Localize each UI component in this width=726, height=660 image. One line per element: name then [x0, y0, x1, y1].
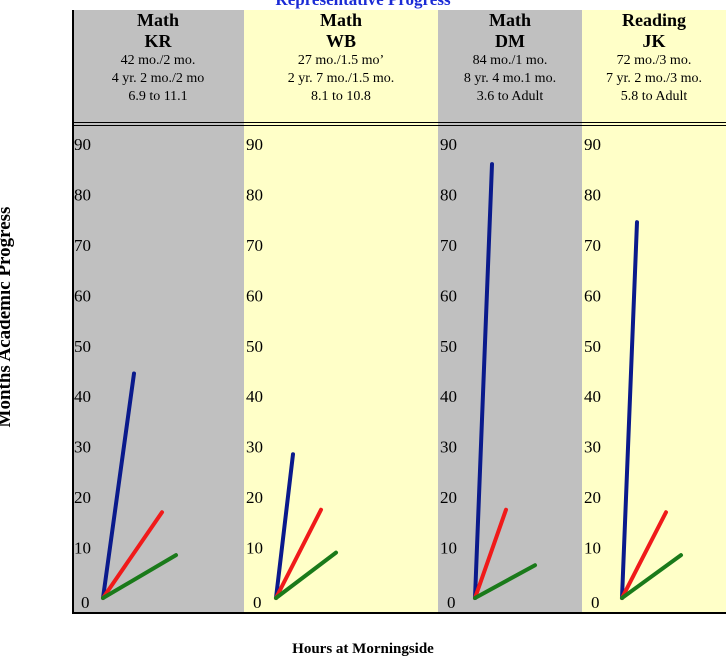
y-tick-label: 30	[74, 438, 91, 457]
panel-subject: Reading	[621, 10, 686, 30]
y-tick-label: 30	[584, 438, 601, 457]
y-tick-label: 20	[584, 488, 601, 507]
y-tick-label: 0	[81, 593, 90, 612]
y-tick-label: 90	[74, 135, 91, 154]
y-tick-label: 0	[253, 593, 262, 612]
y-tick-label: 30	[246, 438, 263, 457]
y-tick-label: 60	[440, 286, 457, 305]
panel-student: WB	[325, 31, 356, 51]
y-tick-label: 60	[74, 286, 91, 305]
series-line	[473, 162, 494, 600]
series-line	[101, 553, 178, 600]
y-tick-label: 40	[74, 387, 91, 406]
panel-student: DM	[495, 31, 525, 51]
panel-student: JK	[642, 31, 666, 51]
series-line	[101, 510, 164, 600]
y-tick-label: 90	[246, 135, 263, 154]
panel-dm: Math DM 84 mo./1 mo. 8 yr. 4 mo.1 mo. 3.…	[438, 10, 582, 614]
y-tick-label: 50	[584, 337, 601, 356]
panel-student: KR	[144, 31, 172, 51]
series-line	[620, 553, 683, 600]
y-tick-label: 90	[440, 135, 457, 154]
y-tick-label: 0	[591, 593, 600, 612]
y-tick-label: 40	[440, 387, 457, 406]
y-tick-label: 10	[440, 539, 457, 558]
panel-line-1: 72 mo./3 mo.	[616, 53, 692, 68]
panel-line-2: 8 yr. 4 mo.1 mo.	[463, 71, 557, 86]
series-line	[274, 507, 323, 600]
y-tick-label: 70	[584, 236, 601, 255]
panel-line-2: 4 yr. 2 mo./2 mo	[111, 71, 205, 86]
series-line	[473, 563, 537, 600]
panel-line-1: 42 mo./2 mo.	[120, 53, 196, 68]
y-tick-label: 30	[440, 438, 457, 457]
panel-line-3: 6.9 to 11.1	[128, 89, 188, 104]
series-line	[274, 550, 338, 600]
y-tick-label: 40	[584, 387, 601, 406]
y-tick-label: 50	[74, 337, 91, 356]
y-tick-label: 10	[584, 539, 601, 558]
y-tick-label: 80	[584, 185, 601, 204]
panel-line-3: 3.6 to Adult	[476, 89, 544, 104]
y-tick-label: 70	[74, 236, 91, 255]
panel-kr: Math KR 42 mo./2 mo. 4 yr. 2 mo./2 mo 6.…	[72, 10, 244, 614]
y-tick-label: 20	[246, 488, 263, 507]
y-tick-label: 40	[246, 387, 263, 406]
frame-left-border	[72, 10, 74, 614]
x-axis-label: Hours at Morningside	[292, 641, 434, 657]
y-tick-label: 90	[584, 135, 601, 154]
series-line	[620, 220, 639, 600]
panel-jk: Reading JK 72 mo./3 mo. 7 yr. 2 mo./3 mo…	[582, 10, 726, 614]
y-tick-label: 20	[440, 488, 457, 507]
y-tick-label: 20	[74, 488, 91, 507]
panel-subject: Math	[137, 10, 179, 30]
panel-line-2: 2 yr. 7 mo./1.5 mo.	[287, 71, 395, 86]
y-tick-label: 70	[440, 236, 457, 255]
panel-line-2: 7 yr. 2 mo./3 mo.	[605, 71, 703, 86]
panel-subject: Math	[320, 10, 362, 30]
y-tick-label: 60	[246, 286, 263, 305]
series-line	[620, 510, 668, 600]
y-tick-label: 10	[74, 539, 91, 558]
y-tick-label: 10	[246, 539, 263, 558]
y-tick-label: 60	[584, 286, 601, 305]
frame-bottom-border	[72, 612, 726, 614]
panel-line-1: 84 mo./1 mo.	[472, 53, 548, 68]
series-line	[473, 507, 508, 600]
y-tick-label: 80	[440, 185, 457, 204]
y-tick-label: 80	[74, 185, 91, 204]
panel-line-3: 5.8 to Adult	[620, 89, 688, 104]
y-tick-label: 70	[246, 236, 263, 255]
y-tick-label: 50	[440, 337, 457, 356]
y-tick-label: 0	[447, 593, 456, 612]
series-line	[274, 452, 295, 600]
header-divider	[72, 122, 726, 126]
chart-title: Representative Progress	[0, 0, 726, 10]
panel-wb: Math WB 27 mo./1.5 mo’ 2 yr. 7 mo./1.5 m…	[244, 10, 438, 614]
series-line	[101, 371, 136, 600]
panel-line-3: 8.1 to 10.8	[311, 89, 371, 104]
panel-line-1: 27 mo./1.5 mo’	[297, 53, 385, 68]
y-tick-label: 50	[246, 337, 263, 356]
y-tick-label: 80	[246, 185, 263, 204]
panel-subject: Math	[489, 10, 531, 30]
